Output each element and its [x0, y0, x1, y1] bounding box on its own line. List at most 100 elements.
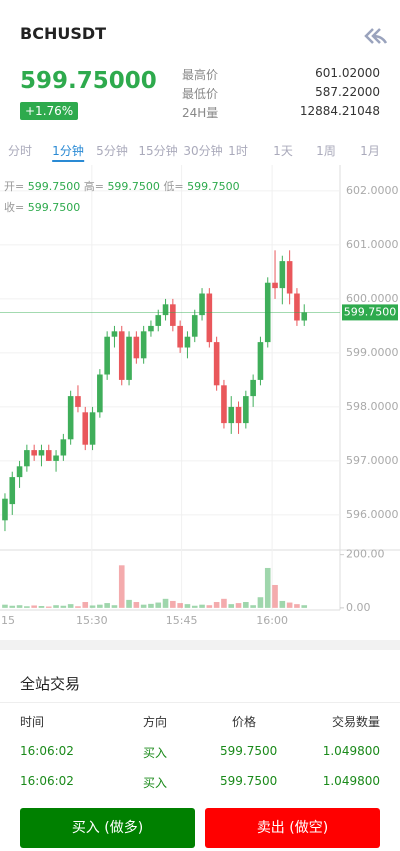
- candle-body: [82, 412, 89, 445]
- tab[interactable]: 5分钟: [96, 144, 128, 158]
- volume-bar: [24, 606, 30, 608]
- stat-label: 24H量: [182, 106, 219, 120]
- volume-bar: [243, 602, 249, 608]
- candle-body: [53, 455, 59, 461]
- ohlc-value: 599.7500: [27, 180, 81, 193]
- candle-body: [177, 325, 183, 348]
- volume-bar: [272, 584, 278, 608]
- volume-bar: [118, 565, 125, 608]
- price: 599.75000: [20, 68, 157, 94]
- trade-amount: 1.049800: [322, 744, 380, 758]
- candle-body: [257, 342, 264, 380]
- volume-bar: [16, 605, 23, 608]
- candle-body: [228, 406, 235, 424]
- trade-time: 16:06:02: [20, 744, 74, 758]
- trade-price: 599.7500: [220, 774, 278, 788]
- y-tick-label: 601.0000: [346, 238, 399, 251]
- candle-body: [2, 498, 8, 521]
- volume-bar: [162, 598, 169, 608]
- candle-body: [16, 466, 23, 478]
- tab[interactable]: 1月: [360, 144, 380, 158]
- tab[interactable]: 分时: [7, 144, 33, 158]
- ohlc-label: 低=: [163, 180, 184, 193]
- ohlc-value: 599.7500: [27, 201, 81, 214]
- y-tick-label: 596.0000: [346, 508, 399, 521]
- volume-bar: [191, 605, 198, 608]
- candle-body: [89, 412, 96, 445]
- y-tick-label: 600.0000: [346, 292, 399, 305]
- ohlc-value: 599.7500: [107, 180, 160, 193]
- last-price-label: 599.7500: [344, 305, 397, 318]
- candle-body: [250, 379, 256, 397]
- candle-body: [206, 293, 213, 343]
- candle-body: [286, 261, 293, 294]
- ohlc-value: 599.7500: [187, 180, 240, 193]
- y-tick-label: 598.0000: [346, 400, 399, 413]
- column-header: 方向: [143, 715, 168, 729]
- volume-bar: [286, 602, 293, 608]
- candle-body: [155, 315, 162, 326]
- volume-bar: [184, 604, 191, 608]
- y-tick-label: 602.0000: [346, 184, 399, 197]
- candle-body: [60, 439, 67, 456]
- buy-button[interactable]: 买入 (做多): [20, 808, 195, 848]
- ohlc-label: 高=: [83, 180, 104, 193]
- tab[interactable]: 1分钟: [52, 142, 84, 162]
- divider: [0, 702, 400, 703]
- ohlc-line: 开= 599.7500 高= 599.7500 低= 599.7500: [4, 178, 240, 194]
- back-icon[interactable]: [364, 27, 388, 45]
- sell-button[interactable]: 卖出 (做空): [205, 808, 380, 848]
- candle-body: [133, 336, 140, 359]
- candle-body: [104, 336, 110, 375]
- volume-bar: [148, 603, 154, 608]
- candle-body: [213, 342, 220, 386]
- x-tick-label: 15:45: [166, 614, 198, 627]
- volume-bar: [294, 604, 300, 608]
- x-tick-label: 15:15: [0, 614, 15, 627]
- candle-body: [31, 450, 37, 456]
- volume-bar: [155, 602, 162, 608]
- candle-body: [199, 293, 205, 316]
- volume-bar: [45, 606, 52, 608]
- candle-body: [118, 331, 125, 380]
- volume-bar: [97, 604, 103, 608]
- tab[interactable]: 15分钟: [138, 144, 178, 158]
- chart: 596.0000 597.0000 598.0000 599.0000 600.0000…: [0, 165, 400, 627]
- change-badge: +1.76%: [20, 102, 79, 120]
- ohlc-label: 开=: [4, 180, 25, 193]
- separator: [0, 640, 400, 650]
- y-tick-label: 599.0000: [346, 346, 399, 359]
- volume-bar: [199, 604, 205, 608]
- tab[interactable]: 1天: [273, 144, 293, 158]
- volume-bar: [250, 605, 256, 608]
- ohlc-label: 收=: [4, 201, 25, 214]
- trade-time: 16:06:02: [20, 774, 74, 788]
- volume-bar: [104, 603, 110, 608]
- candle-body: [38, 450, 45, 456]
- tab[interactable]: 1时: [228, 144, 248, 158]
- candle-body: [279, 261, 286, 289]
- volume-bar: [60, 605, 67, 608]
- volume-bar: [264, 567, 271, 608]
- tab[interactable]: 1周: [316, 144, 336, 158]
- candle-body: [191, 315, 198, 337]
- x-tick-label: 16:00: [256, 614, 288, 627]
- candle-body: [272, 282, 278, 289]
- trade-amount: 1.049800: [322, 774, 380, 788]
- tab[interactable]: 30分钟: [183, 144, 223, 158]
- candle-body: [126, 336, 132, 380]
- stat-value: 601.02000: [315, 66, 380, 80]
- volume-bar: [177, 603, 183, 608]
- candle-body: [97, 374, 103, 413]
- vol-tick-label: 0.00: [346, 601, 371, 614]
- volume-bar: [126, 599, 132, 608]
- volume-bar: [170, 600, 176, 608]
- candle-body: [45, 450, 52, 461]
- column-header: 交易数量: [331, 715, 380, 729]
- volume-bar: [53, 605, 59, 608]
- candle-body: [111, 331, 118, 337]
- candle-body: [235, 406, 242, 424]
- candle-body: [170, 304, 176, 326]
- volume-bar: [301, 605, 308, 608]
